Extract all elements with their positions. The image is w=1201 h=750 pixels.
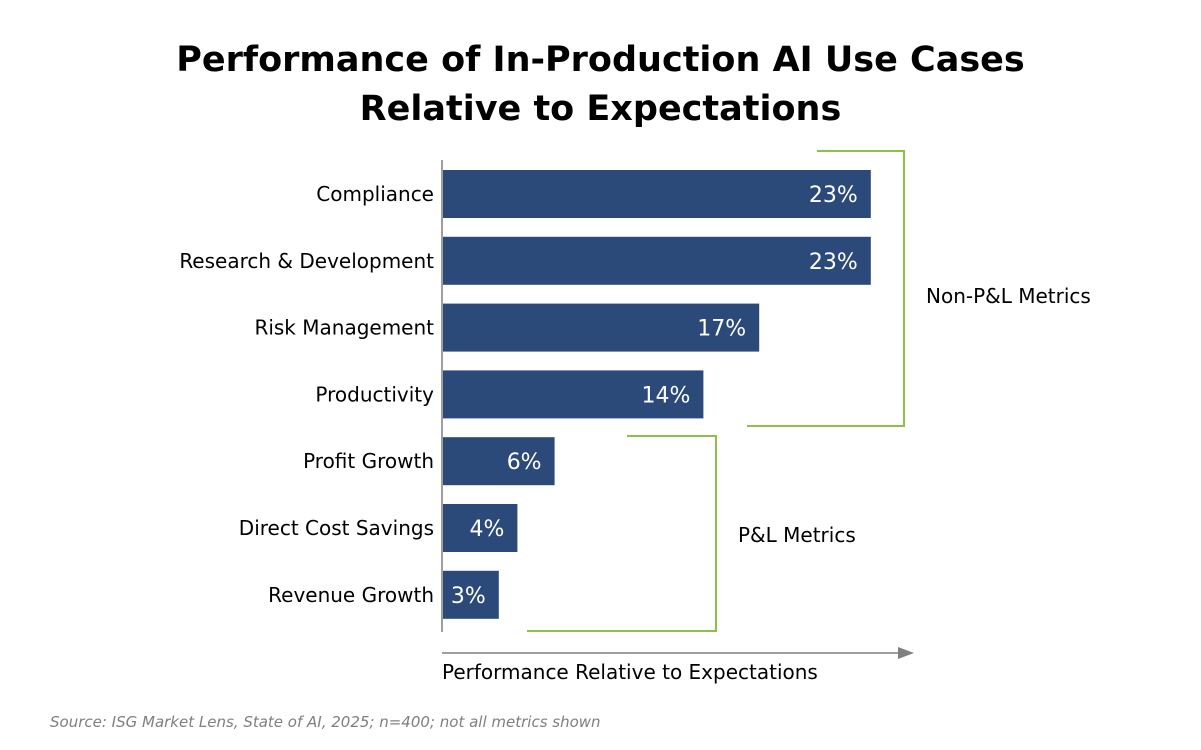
bar-value-label-6: 3%: [451, 584, 486, 609]
x-axis-label: Performance Relative to Expectations: [442, 660, 818, 684]
category-label-4: Profit Growth: [303, 449, 434, 473]
group-bracket-0: [747, 150, 905, 427]
bar-5: [443, 504, 518, 552]
bar-0: [443, 170, 871, 218]
source-note: Source: ISG Market Lens, State of AI, 20…: [50, 713, 601, 731]
bar-3: [443, 370, 704, 419]
category-label-1: Research & Development: [179, 249, 434, 273]
category-label-0: Compliance: [316, 182, 434, 206]
category-label-3: Productivity: [315, 382, 434, 406]
bar-value-label-2: 17%: [697, 317, 746, 342]
category-label-5: Direct Cost Savings: [239, 516, 434, 540]
group-bracket-1: [527, 435, 717, 632]
bar-value-label-5: 4%: [469, 517, 504, 542]
bar-6: [443, 570, 499, 619]
chart-title: Performance of In-Production AI Use Case…: [0, 36, 1201, 134]
category-label-6: Revenue Growth: [268, 583, 434, 607]
bar-value-label-0: 23%: [809, 183, 858, 208]
category-label-2: Risk Management: [254, 316, 434, 340]
x-axis-arrowhead: [898, 647, 914, 659]
group-label-0: Non-P&L Metrics: [926, 284, 1091, 308]
chart-title-line-1: Performance of In-Production AI Use Case…: [176, 40, 1025, 80]
bar-4: [443, 437, 555, 486]
bar-chart: 23% Compliance 23% Research & Development 17…: [179, 150, 1091, 684]
bar-value-label-3: 14%: [641, 383, 690, 408]
bar-value-label-4: 6%: [507, 450, 542, 475]
chart-title-line-2: Relative to Expectations: [359, 89, 842, 129]
bar-1: [443, 236, 871, 285]
bar-value-label-1: 23%: [809, 250, 858, 275]
group-label-1: P&L Metrics: [738, 523, 856, 547]
bar-2: [443, 303, 760, 352]
